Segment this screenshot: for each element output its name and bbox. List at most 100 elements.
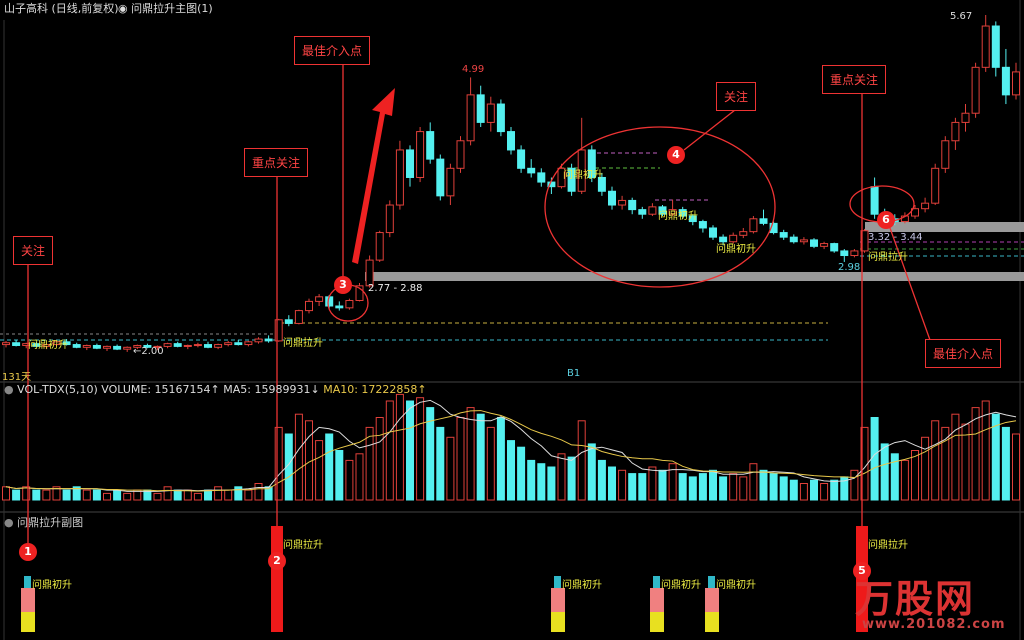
candle: [779, 229, 788, 240]
signal-label: 问鼎初升: [32, 580, 72, 591]
signal-bar-yellow: [650, 612, 664, 632]
candle-body: [668, 209, 677, 215]
ma10-value: MA10: 17222858↑: [323, 383, 427, 396]
candle: [305, 298, 313, 314]
candle-body: [567, 167, 576, 192]
volume-bar: [810, 479, 818, 501]
volume-bar: [294, 413, 303, 501]
candle: [133, 344, 142, 350]
candle-body: [991, 25, 1000, 68]
candle-body: [123, 346, 132, 350]
candle: [668, 199, 677, 217]
candle-body: [537, 172, 546, 183]
low-label: ←2.00: [133, 346, 164, 357]
candle-body: [163, 343, 172, 347]
candle: [32, 341, 41, 348]
candle-body: [941, 140, 950, 169]
candle: [789, 234, 798, 244]
candle: [557, 163, 566, 189]
signal-bar-pink: [705, 588, 719, 612]
candle: [476, 85, 485, 127]
candle-body: [739, 231, 748, 236]
signal-bar-yellow: [551, 612, 565, 632]
candle: [375, 230, 384, 262]
indicator-title: ◉ 问鼎拉升主图(1): [118, 0, 213, 16]
candle: [496, 99, 505, 137]
candle: [204, 341, 212, 349]
volume-bar: [183, 489, 192, 501]
step-badge: 1: [19, 543, 37, 561]
ma10-line: [5, 410, 1017, 492]
volume-bar: [658, 469, 667, 501]
volume-bar: [638, 473, 647, 501]
candle-body: [709, 227, 717, 238]
candle-body: [850, 250, 859, 257]
volume-indicator-name: VOL-TDX(5,10): [17, 383, 98, 396]
volume-bar: [345, 459, 354, 501]
candle: [143, 343, 152, 349]
candle: [244, 340, 253, 347]
candle: [395, 140, 404, 210]
candle-body: [315, 296, 324, 302]
candle-body: [183, 344, 192, 347]
candle-body: [284, 319, 293, 324]
candle-body: [719, 236, 728, 243]
volume-bar: [870, 417, 879, 501]
signal-label: 问鼎拉升: [283, 540, 323, 551]
signal-label: 问鼎拉升: [283, 338, 323, 349]
candle-body: [294, 310, 303, 324]
candle: [82, 344, 91, 351]
candle-body: [153, 345, 162, 348]
candle-body: [395, 149, 404, 206]
candle: [274, 318, 283, 342]
volume-bar: [274, 426, 283, 501]
candle: [52, 340, 61, 347]
volume-value: VOLUME: 15167154↑: [101, 383, 220, 396]
candle-body: [244, 341, 253, 346]
volume-bar: [688, 476, 697, 501]
volume-bar: [325, 433, 334, 501]
candle: [830, 242, 839, 253]
volume-bar: [335, 450, 344, 501]
volume-bar: [678, 473, 687, 501]
volume-bar: [789, 479, 798, 501]
volume-bar: [941, 426, 950, 501]
high-label: 4.99: [462, 64, 485, 75]
panel-icon: ●: [4, 516, 18, 529]
highlight-ellipse: [544, 126, 776, 288]
volume-bar: [254, 483, 263, 501]
volume-bar: [698, 473, 707, 501]
signal-label: 问鼎初升: [563, 170, 603, 181]
buy-marker: B1: [567, 368, 581, 379]
candle: [971, 62, 980, 118]
candle-body: [860, 230, 869, 252]
volume-bar: [527, 459, 536, 501]
candle: [648, 203, 657, 217]
candle-body: [436, 158, 445, 197]
candle-body: [840, 250, 849, 257]
candle-body: [264, 338, 273, 342]
candle-body: [2, 342, 10, 346]
volume-bar: [244, 489, 253, 501]
candle: [567, 163, 576, 196]
candle: [1012, 62, 1020, 100]
days-label: 131天: [2, 372, 32, 383]
candle: [385, 200, 394, 238]
volume-bar: [517, 446, 526, 501]
indicator-icon: ◉: [118, 2, 132, 15]
volume-bar: [486, 426, 495, 501]
candle: [759, 209, 768, 226]
candle: [254, 337, 263, 344]
annotation-box: 重点关注: [244, 148, 309, 177]
volume-bar: [577, 420, 586, 501]
candle-body: [608, 190, 616, 206]
candle: [527, 159, 536, 178]
candle-body: [365, 259, 374, 287]
volume-bar: [931, 420, 940, 501]
candle-body: [214, 344, 223, 348]
candle: [577, 117, 586, 195]
volume-bar: [315, 440, 324, 501]
candle: [658, 205, 667, 217]
